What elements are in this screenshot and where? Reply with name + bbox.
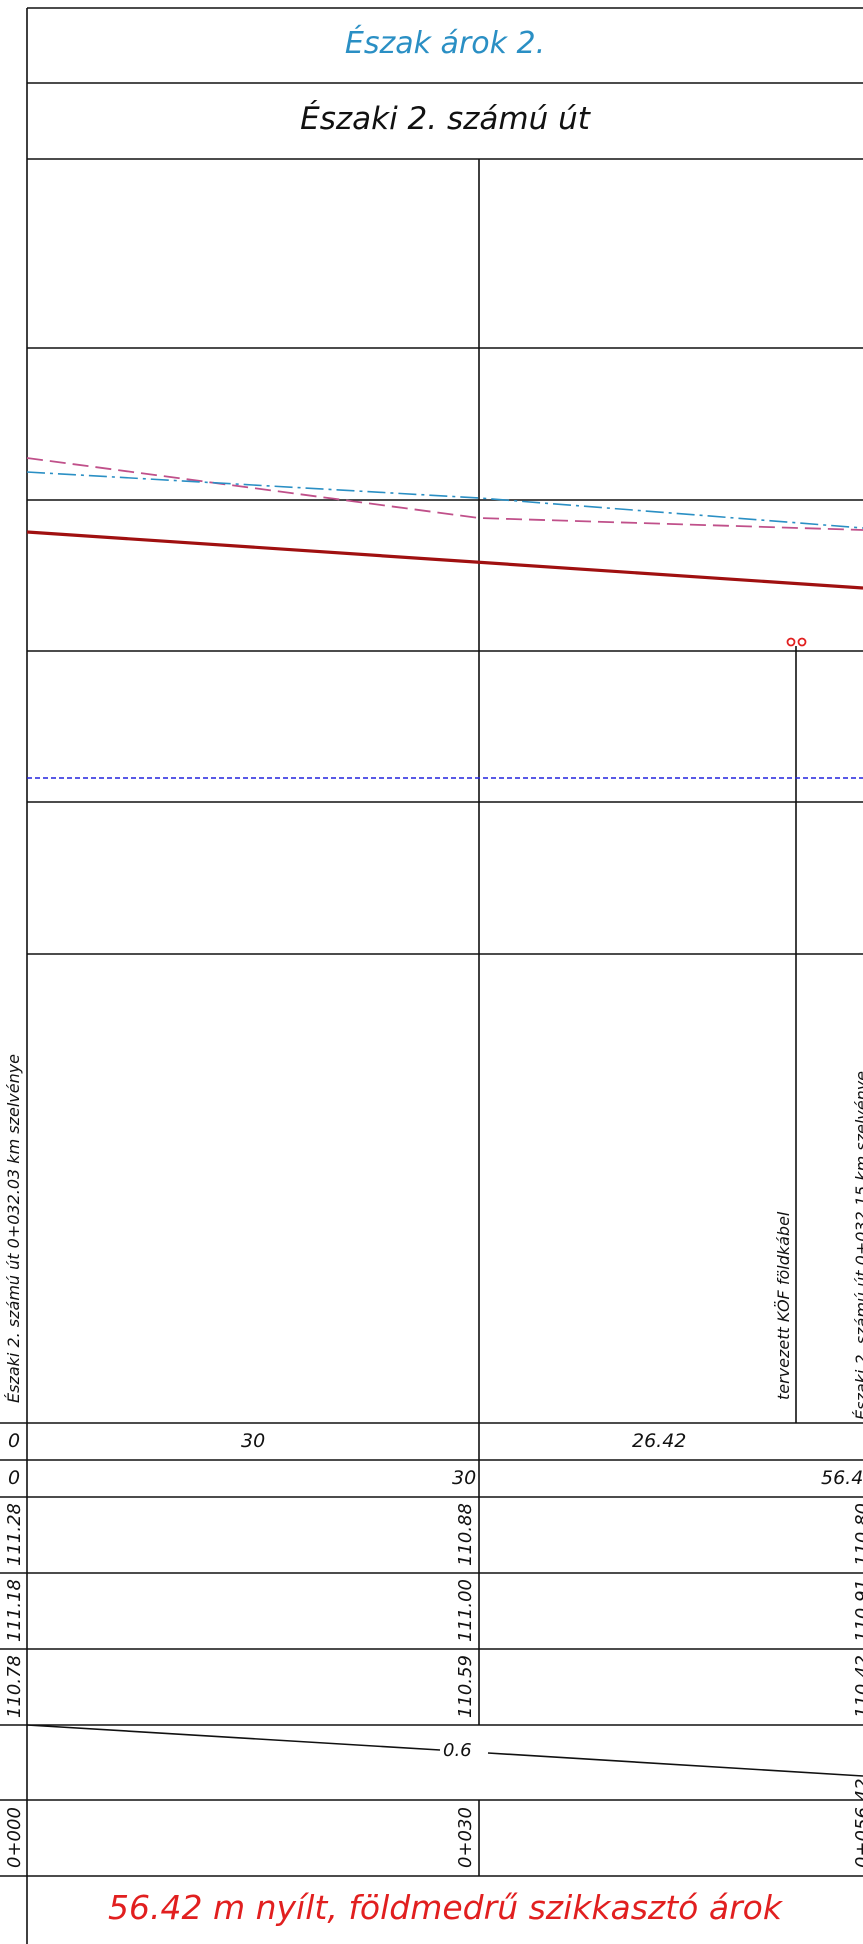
road-name: Északi 2. számú út <box>300 101 590 137</box>
slope-line-left <box>26 1724 441 1751</box>
cable-note: tervezett KÖF földkábel <box>774 1211 793 1400</box>
segment-length-2: 26.42 <box>632 1430 687 1452</box>
segment-length-start: 0 <box>8 1430 21 1452</box>
chainage-end: 0+056.42 <box>852 1778 863 1868</box>
terrain-dashed-line <box>26 457 863 531</box>
slope-line-right <box>487 1752 863 1777</box>
grid-lines <box>0 7 863 1944</box>
distance-030: 30 <box>452 1467 477 1489</box>
slope-value: 0.6 <box>443 1740 472 1761</box>
distance-end: 56.4 <box>821 1467 863 1489</box>
cable-marker-icon <box>786 637 807 647</box>
bottom-caption: 56.42 m nyílt, földmedrű szikkasztó árok <box>108 1888 782 1927</box>
elevation-1-030: 110.88 <box>455 1503 476 1566</box>
elevation-3-030: 110.59 <box>455 1655 476 1718</box>
elevation-1-end: 110.80 <box>852 1503 863 1566</box>
cut-off-station-note: Északi 2. számú út 0+032.15 km szelvénye <box>852 1070 863 1420</box>
design-grade-line <box>26 530 863 590</box>
station-note: Északi 2. számú út 0+032.03 km szelvénye <box>4 1053 23 1403</box>
elevation-3-start: 110.78 <box>4 1655 25 1718</box>
elevation-2-end: 110.91 <box>852 1579 863 1642</box>
distance-start: 0 <box>8 1467 21 1489</box>
elevation-1-start: 111.28 <box>4 1503 25 1566</box>
elevation-2-start: 111.18 <box>4 1579 25 1642</box>
drawing-title: Észak árok 2. <box>344 26 546 61</box>
segment-length-1: 30 <box>241 1430 266 1452</box>
elevation-2-030: 111.00 <box>455 1579 476 1642</box>
elevation-3-end: 110.42 <box>852 1655 863 1718</box>
chainage-030: 0+030 <box>455 1807 476 1868</box>
chainage-start: 0+000 <box>4 1807 25 1868</box>
